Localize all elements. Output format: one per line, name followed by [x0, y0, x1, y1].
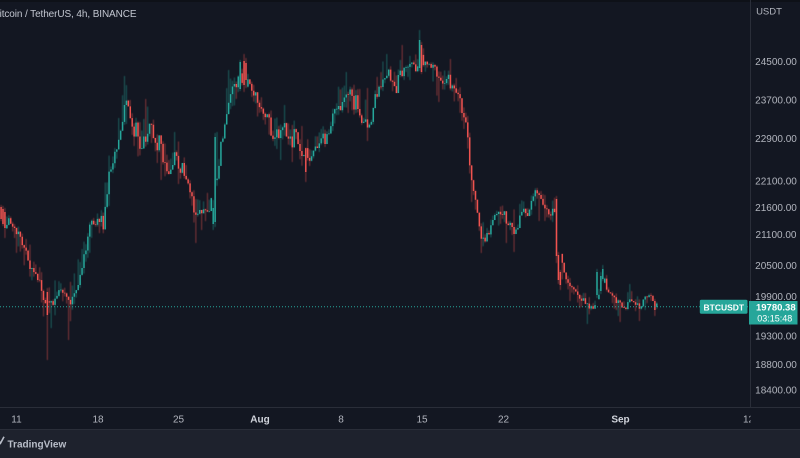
svg-text:24500.00: 24500.00 [755, 57, 797, 68]
svg-text:15: 15 [416, 415, 428, 426]
svg-text:22100.00: 22100.00 [755, 176, 797, 187]
svg-text:19780.38: 19780.38 [756, 303, 796, 314]
svg-text:20500.00: 20500.00 [755, 261, 797, 272]
svg-text:23700.00: 23700.00 [755, 95, 797, 106]
svg-text:USDT: USDT [756, 7, 782, 18]
svg-text:18800.00: 18800.00 [755, 360, 797, 371]
svg-text:BTCUSDT: BTCUSDT [703, 302, 744, 312]
svg-text:Sep: Sep [611, 415, 629, 426]
svg-text:12: 12 [743, 415, 755, 426]
svg-text:Bitcoin / TetherUS, 4h, BINANC: Bitcoin / TetherUS, 4h, BINANCE [0, 9, 137, 20]
svg-text:22900.00: 22900.00 [755, 134, 797, 145]
svg-text:19300.00: 19300.00 [755, 332, 797, 343]
svg-text:22: 22 [498, 415, 510, 426]
svg-text:21600.00: 21600.00 [755, 203, 797, 214]
svg-text:Aug: Aug [250, 415, 269, 426]
svg-text:21100.00: 21100.00 [756, 230, 797, 241]
svg-text:8: 8 [338, 415, 344, 426]
svg-text:11: 11 [11, 415, 22, 426]
svg-text:03:15:48: 03:15:48 [757, 314, 792, 324]
svg-text:19900.00: 19900.00 [755, 292, 797, 303]
svg-text:25: 25 [173, 415, 185, 426]
svg-text:TradingView: TradingView [8, 440, 67, 451]
svg-text:18400.00: 18400.00 [755, 386, 797, 397]
svg-text:18: 18 [92, 415, 104, 426]
